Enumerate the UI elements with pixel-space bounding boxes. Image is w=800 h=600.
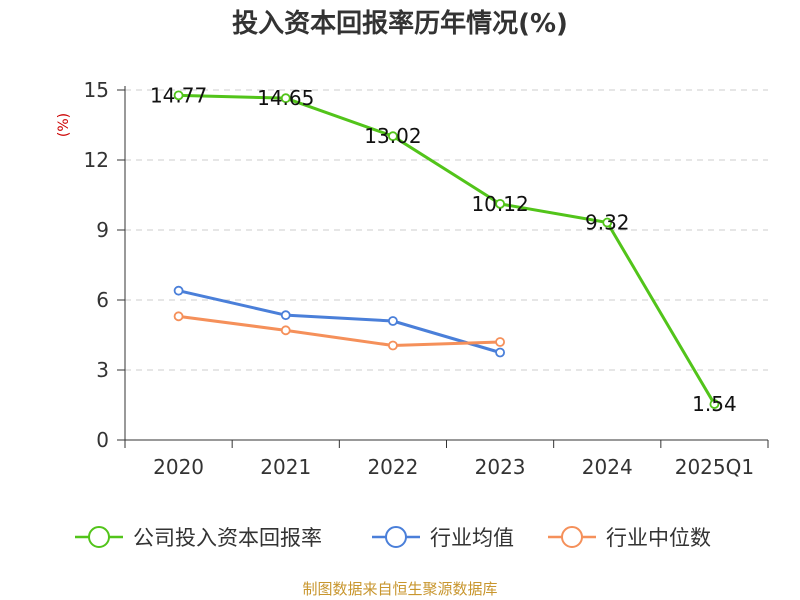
legend-label: 公司投入资本回报率 <box>133 526 322 550</box>
legend-label: 行业均值 <box>430 526 514 550</box>
data-label: 9.32 <box>585 211 630 235</box>
series-line <box>178 289 501 354</box>
x-tick-label: 2024 <box>582 455 633 479</box>
data-labels: 14.77 14.65 13.02 10.12 9.32 1.54 <box>150 83 737 416</box>
chart-title: 投入资本回报率历年情况(%) <box>232 8 568 39</box>
x-tick-label: 2023 <box>475 455 526 479</box>
legend-item[interactable]: 公司投入资本回报率 <box>75 526 322 550</box>
data-label: 13.02 <box>364 124 421 148</box>
legend-item[interactable]: 行业中位数 <box>548 526 711 550</box>
legend[interactable]: 公司投入资本回报率 行业均值 行业中位数 <box>75 526 711 550</box>
x-tick-label: 2022 <box>367 455 418 479</box>
series-layer <box>173 90 720 409</box>
series-line <box>178 314 501 347</box>
legend-marker-icon <box>561 526 583 548</box>
data-point <box>495 347 505 358</box>
source-note: 制图数据来自恒生聚源数据库 <box>302 580 497 598</box>
y-tick-label: 3 <box>96 358 109 382</box>
series-line <box>178 93 716 405</box>
legend-marker-icon <box>88 526 110 548</box>
data-point <box>495 337 505 347</box>
x-tick-label: 2025Q1 <box>675 455 754 479</box>
axes: 0 3 6 9 12 15 2020 2021 2022 2023 2024 2025Q1 <box>84 78 769 479</box>
data-point <box>495 198 505 209</box>
data-label: 14.77 <box>150 83 207 107</box>
y-tick-label: 15 <box>84 78 109 102</box>
x-tick-label: 2021 <box>260 455 311 479</box>
legend-label: 行业中位数 <box>606 526 711 550</box>
data-point <box>173 311 184 322</box>
data-label: 10.12 <box>471 192 528 216</box>
data-point <box>280 93 291 104</box>
data-point <box>280 310 291 321</box>
data-point <box>388 340 398 351</box>
legend-item[interactable]: 行业均值 <box>372 526 514 550</box>
y-axis-unit: (%) <box>56 113 72 137</box>
data-point <box>173 90 184 101</box>
data-point <box>388 131 398 142</box>
grid <box>125 89 768 371</box>
data-point <box>709 399 720 409</box>
legend-marker-icon <box>385 526 407 548</box>
data-label: 1.54 <box>692 392 737 416</box>
data-point <box>388 316 398 326</box>
y-tick-label: 9 <box>96 218 109 242</box>
data-point <box>602 217 613 228</box>
data-point <box>280 325 291 336</box>
x-tick-label: 2020 <box>153 455 204 479</box>
data-label: 14.65 <box>257 86 314 110</box>
y-tick-label: 6 <box>96 288 109 312</box>
y-tick-label: 12 <box>84 148 109 172</box>
data-point <box>173 285 184 296</box>
y-tick-label: 0 <box>96 428 109 452</box>
